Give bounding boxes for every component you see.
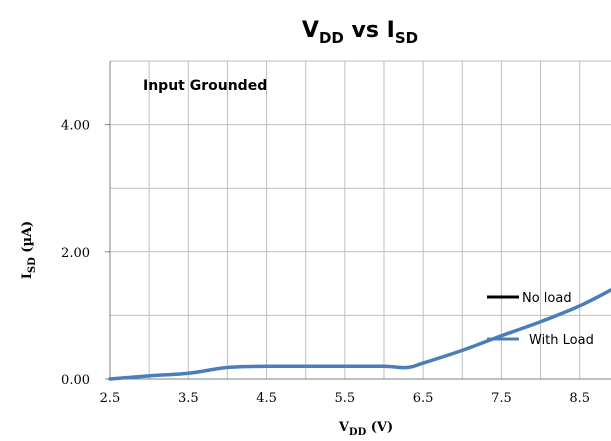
x-tick-label: 3.5: [178, 391, 199, 406]
x-tick-label: 5.5: [335, 391, 356, 406]
annotation-input-grounded: Input Grounded: [143, 78, 267, 94]
title-end-sub: SD: [395, 29, 418, 47]
x-tick-label: 6.5: [413, 391, 434, 406]
grid: [109, 60, 611, 380]
y-tick-label: 2.00: [61, 246, 90, 261]
tick-labels: 2.5 3.5 4.5 5.5 6.5 7.5 8.5 0.00 2.00 4.00: [61, 119, 590, 406]
y-tick-label: 0.00: [61, 373, 90, 388]
x-tick-label: 7.5: [491, 391, 512, 406]
x-tick-label: 8.5: [569, 391, 590, 406]
y-tick-label: 4.00: [61, 119, 90, 134]
ylabel-tail: (µA): [20, 221, 35, 257]
chart-title: VDD vs ISD: [302, 18, 418, 47]
ylabel-main: I: [20, 273, 35, 279]
title-main-sub: DD: [319, 29, 344, 47]
xlabel-tail: (V): [366, 420, 393, 435]
x-axis-label: VDD (V): [338, 420, 393, 438]
legend: No load With Load: [487, 291, 594, 348]
x-tick-label: 4.5: [256, 391, 277, 406]
title-main: V: [302, 18, 319, 43]
title-mid: vs I: [344, 18, 395, 43]
legend-label-no-load: No load: [522, 291, 572, 306]
y-axis-label: ISD (µA): [20, 221, 38, 279]
ylabel-sub: SD: [27, 257, 38, 273]
legend-label-with-load: With Load: [529, 333, 594, 348]
axes: [105, 61, 611, 380]
x-tick-label: 2.5: [100, 391, 121, 406]
xlabel-main: V: [338, 420, 350, 435]
xlabel-sub: DD: [349, 427, 367, 438]
